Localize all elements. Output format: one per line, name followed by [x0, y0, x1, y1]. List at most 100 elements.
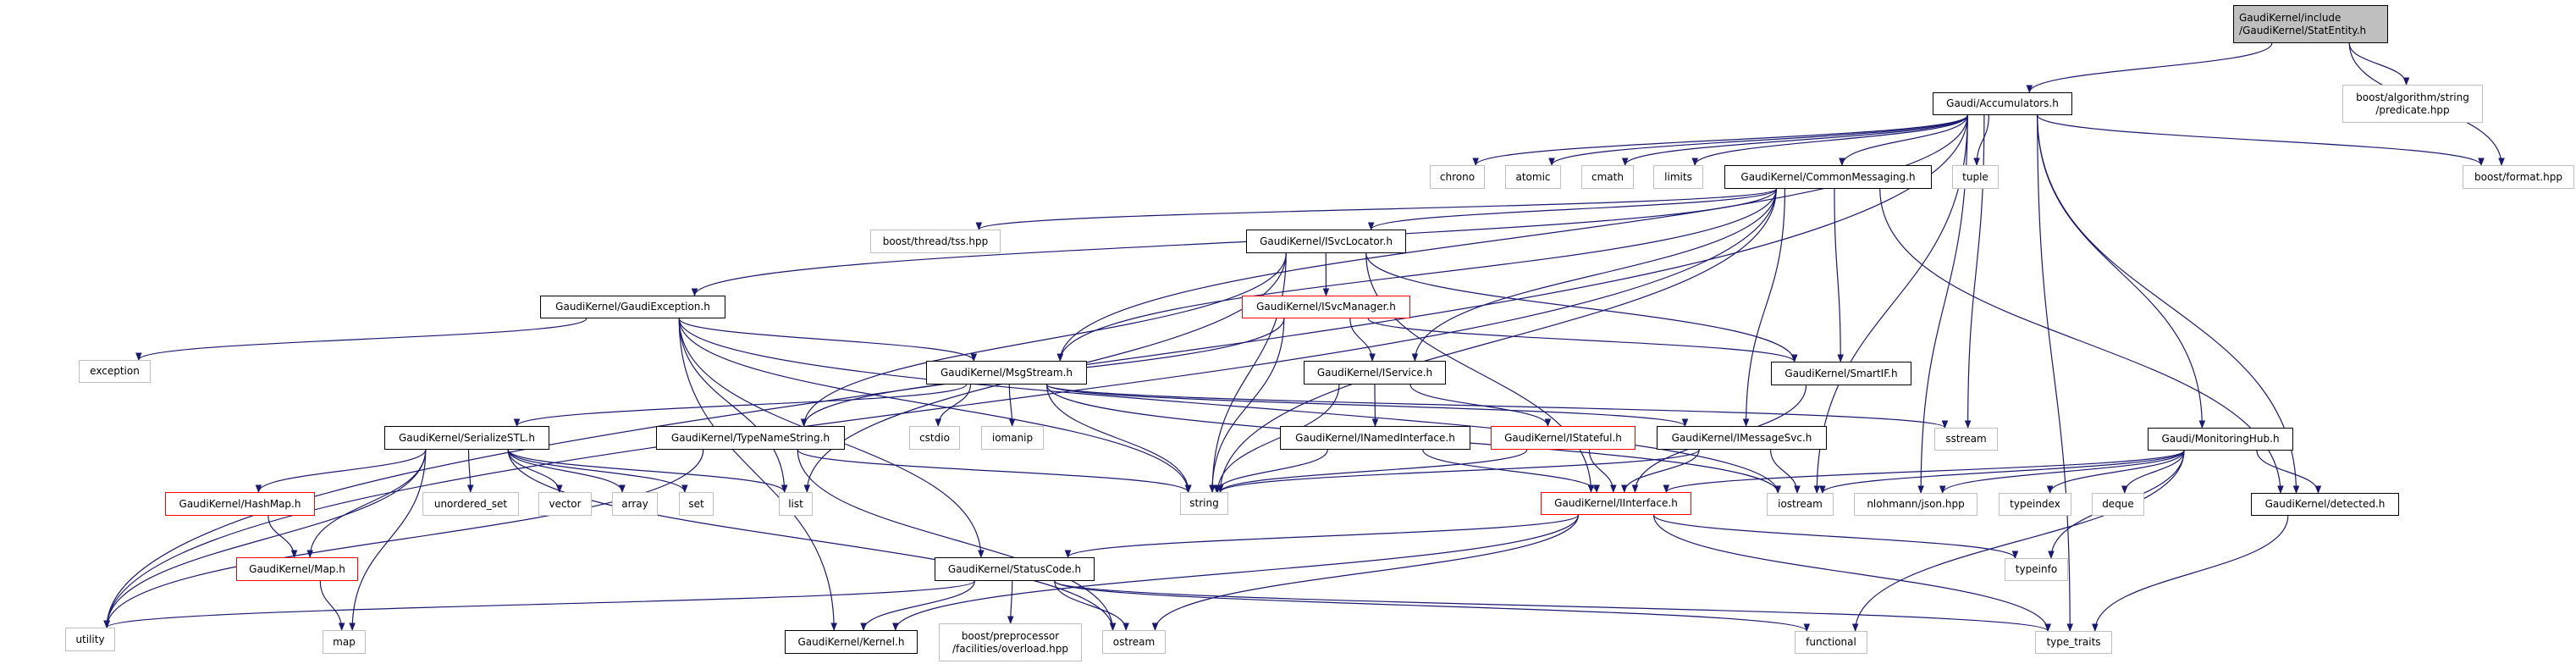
- node-typeindex: typeindex: [1999, 493, 2071, 516]
- edge-isvcmanager-to-string: [1209, 318, 1285, 493]
- node-kernel[interactable]: GaudiKernel/Kernel.h: [785, 630, 918, 654]
- node-exception: exception: [79, 360, 151, 383]
- node-tss: boost/thread/tss.hpp: [870, 230, 1001, 253]
- node-preprocessor: boost/preprocessor /facilities/overload.…: [939, 623, 1082, 661]
- edge-monitoringhub-to-json: [1939, 450, 2185, 494]
- node-isvclocator[interactable]: GaudiKernel/ISvcLocator.h: [1246, 230, 1406, 253]
- node-typenamestring[interactable]: GaudiKernel/TypeNameString.h: [656, 426, 845, 450]
- node-msgstream[interactable]: GaudiKernel/MsgStream.h: [926, 361, 1087, 385]
- edge-monitoringhub-to-typeindex: [2046, 450, 2185, 494]
- edge-iinterface-to-kernel: [892, 514, 1580, 631]
- edge-inamedinterface-to-string: [1213, 449, 1328, 493]
- node-iomanip: iomanip: [981, 426, 1044, 450]
- edge-hashmap-to-map_h: [268, 515, 298, 558]
- node-iservice[interactable]: GaudiKernel/IService.h: [1304, 361, 1446, 385]
- edge-isvcmanager-to-smartif: [1367, 318, 1798, 362]
- edge-istateful-to-string: [1216, 449, 1528, 493]
- node-limits: limits: [1653, 165, 1703, 189]
- edge-msgstream-to-iomanip: [1008, 384, 1016, 427]
- node-functional: functional: [1795, 631, 1867, 654]
- edge-detected-to-type_traits: [2092, 515, 2289, 632]
- edge-typenamestring-to-utility: [103, 449, 704, 628]
- edge-serializestl-to-map: [349, 449, 427, 631]
- edge-monitoringhub-to-iostream: [1819, 450, 2185, 494]
- edge-accumulators-to-atomic: [1548, 114, 1968, 166]
- node-statuscode[interactable]: GaudiKernel/StatusCode.h: [935, 557, 1095, 581]
- node-iinterface[interactable]: GaudiKernel/IInterface.h: [1541, 492, 1691, 515]
- edge-isvclocator-to-string: [1209, 252, 1287, 493]
- node-utility: utility: [65, 628, 115, 651]
- edge-map_h-to-map: [319, 580, 345, 631]
- node-chrono: chrono: [1430, 165, 1485, 189]
- node-monitoringhub[interactable]: Gaudi/MonitoringHub.h: [2148, 428, 2293, 451]
- edge-commonmessaging-to-imessagesvc: [1742, 188, 1786, 427]
- edge-gaudiexception-to-iostream: [678, 318, 1781, 494]
- node-detected[interactable]: GaudiKernel/detected.h: [2251, 493, 2399, 516]
- edge-typenamestring-to-ostream: [797, 449, 1117, 631]
- edge-iinterface-to-typeinfo: [1652, 514, 2019, 559]
- node-map: map: [323, 630, 366, 654]
- edge-msgstream-to-string: [1045, 384, 1192, 493]
- node-boostformat: boost/format.hpp: [2463, 165, 2574, 189]
- node-serializestl[interactable]: GaudiKernel/SerializeSTL.h: [384, 426, 549, 450]
- node-inamedinterface[interactable]: GaudiKernel/INamedInterface.h: [1280, 426, 1470, 450]
- node-gaudiexception[interactable]: GaudiKernel/GaudiException.h: [540, 296, 725, 318]
- node-deque: deque: [2092, 493, 2144, 516]
- edge-statentity-to-predicate: [2348, 42, 2410, 86]
- node-isvcmanager[interactable]: GaudiKernel/ISvcManager.h: [1242, 296, 1410, 318]
- node-smartif[interactable]: GaudiKernel/SmartIF.h: [1771, 362, 1911, 385]
- edge-msgstream-to-sstream: [1045, 384, 1948, 429]
- edge-accumulators-to-cmath: [1621, 114, 1968, 166]
- edge-serializestl-to-array: [507, 449, 626, 493]
- node-vector: vector: [538, 492, 592, 516]
- edge-statuscode-to-type_traits: [1054, 580, 2051, 632]
- node-statentity[interactable]: GaudiKernel/include /GaudiKernel/StatEnt…: [2233, 5, 2388, 43]
- node-atomic: atomic: [1505, 165, 1561, 189]
- edge-monitoringhub-to-iinterface: [1663, 450, 2185, 493]
- node-iostream: iostream: [1767, 493, 1834, 516]
- node-map_h[interactable]: GaudiKernel/Map.h: [236, 557, 358, 581]
- edge-serializestl-to-utility: [103, 449, 427, 628]
- edge-gaudiexception-to-exception: [135, 318, 587, 361]
- edge-commonmessaging-to-isvclocator: [1368, 188, 1777, 230]
- node-typeinfo: typeinfo: [2005, 558, 2068, 581]
- edge-accumulators-to-msgstream: [1056, 114, 1968, 362]
- edge-commonmessaging-to-smartif: [1834, 188, 1845, 362]
- node-set: set: [679, 492, 714, 516]
- edge-serializestl-to-map_h: [306, 449, 427, 558]
- node-accumulators[interactable]: Gaudi/Accumulators.h: [1933, 92, 2072, 115]
- node-list: list: [779, 492, 813, 516]
- edge-serializestl-to-set: [507, 449, 688, 493]
- node-type_traits: type_traits: [2035, 631, 2112, 654]
- edge-imessagesvc-to-string: [1216, 449, 1700, 493]
- edge-commonmessaging-to-tss: [975, 188, 1777, 230]
- edge-iservice-to-string: [1214, 384, 1340, 493]
- edge-isvclocator-to-smartif: [1365, 252, 1798, 362]
- edge-isvclocator-to-typenamestring: [800, 252, 1287, 427]
- edge-accumulators-to-sstream: [1964, 114, 1985, 429]
- edge-typenamestring-to-string: [797, 449, 1192, 493]
- edge-msgstream-to-serializestl: [513, 384, 968, 427]
- edge-commonmessaging-to-iservice: [1411, 188, 1777, 362]
- edge-accumulators-to-detected: [2037, 114, 2300, 494]
- edge-gaudiexception-to-string: [678, 318, 1192, 493]
- node-istateful[interactable]: GaudiKernel/IStateful.h: [1491, 426, 1636, 450]
- edge-statuscode-to-utility: [103, 580, 975, 628]
- edge-monitoringhub-to-deque: [2121, 450, 2185, 494]
- edge-accumulators-to-type_traits: [2037, 114, 2074, 632]
- edge-inamedinterface-to-iinterface: [1422, 449, 1600, 493]
- edge-iinterface-to-type_traits: [1652, 514, 2051, 632]
- edge-statuscode-to-kernel: [860, 580, 975, 631]
- edge-iinterface-to-ostream: [1151, 514, 1580, 631]
- node-imessagesvc[interactable]: GaudiKernel/IMessageSvc.h: [1657, 426, 1827, 450]
- edge-iservice-to-istateful: [1409, 384, 1552, 427]
- edge-iinterface-to-statuscode: [1064, 514, 1580, 558]
- node-commonmessaging[interactable]: GaudiKernel/CommonMessaging.h: [1724, 165, 1932, 189]
- node-ostream: ostream: [1102, 630, 1166, 654]
- edge-statuscode-to-functional: [1054, 580, 1810, 632]
- node-hashmap[interactable]: GaudiKernel/HashMap.h: [165, 492, 315, 516]
- edge-gaudiexception-to-msgstream: [678, 318, 978, 362]
- edge-serializestl-to-ostream: [507, 449, 1117, 631]
- edge-commonmessaging-to-string: [1216, 188, 1777, 493]
